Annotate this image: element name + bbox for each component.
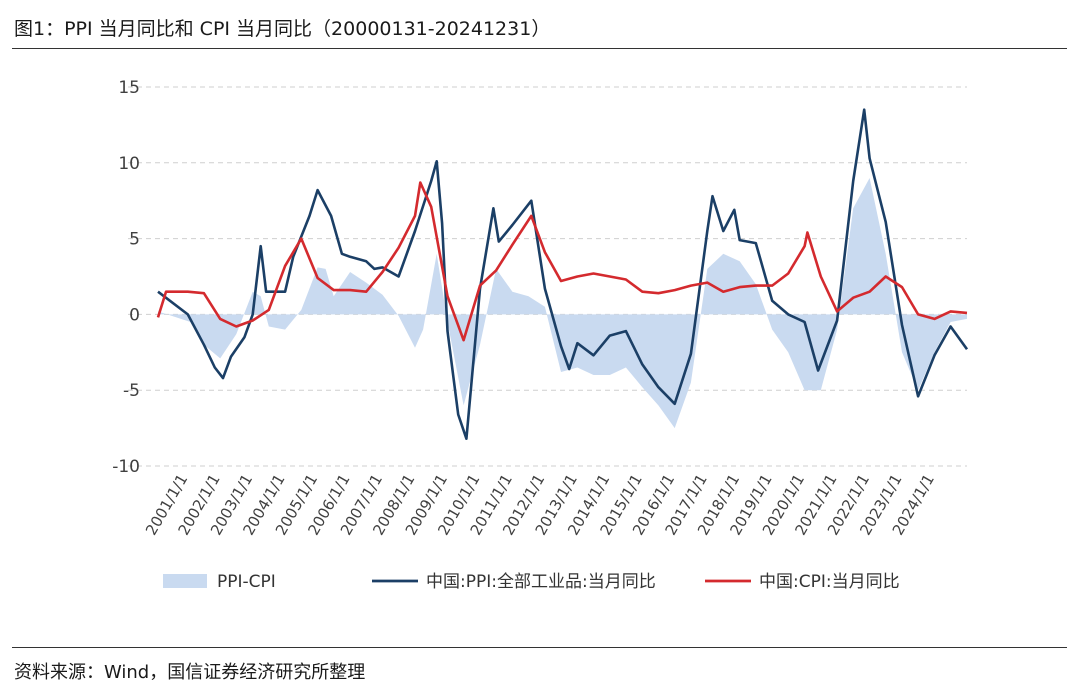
y-tick-label: -10 xyxy=(112,457,140,477)
footer-divider xyxy=(12,647,1067,648)
chart-title: 图1：PPI 当月同比和 CPI 当月同比（20000131-20241231） xyxy=(14,18,551,40)
y-tick-label: 0 xyxy=(129,305,140,325)
y-axis-ticks: 15 10 5 0 -5 -10 xyxy=(112,78,140,477)
y-tick-label: 10 xyxy=(118,154,140,174)
legend-label: 中国:PPI:全部工业品:当月同比 xyxy=(426,572,656,592)
series-line-ppi xyxy=(157,108,969,440)
y-tick-label: 15 xyxy=(118,78,140,98)
legend-label: PPI-CPI xyxy=(217,572,276,592)
source-note: 资料来源：Wind，国信证券经济研究所整理 xyxy=(14,662,366,683)
series-area-ppi-cpi xyxy=(158,178,967,429)
legend: PPI-CPI 中国:PPI:全部工业品:当月同比 中国:CPI:当月同比 xyxy=(163,572,900,592)
y-tick-label: -5 xyxy=(123,381,140,401)
legend-label: 中国:CPI:当月同比 xyxy=(759,572,900,592)
series-lines-layer xyxy=(156,108,969,440)
y-tick-label: 5 xyxy=(129,230,140,250)
x-axis-ticks: 2001/1/12002/1/12003/1/12004/1/12005/1/1… xyxy=(142,471,938,538)
series-line-cpi xyxy=(156,181,968,342)
title-divider xyxy=(12,48,1067,49)
ppi-cpi-area-layer xyxy=(158,178,967,429)
legend-swatch-area xyxy=(163,574,207,588)
